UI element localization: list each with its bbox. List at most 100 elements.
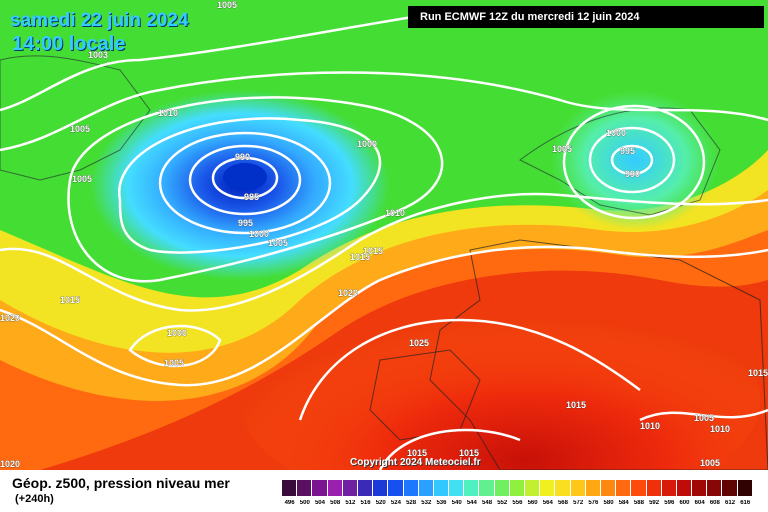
legend-bar: Géop. z500, pression niveau mer (+240h) … xyxy=(0,470,768,512)
isobar-label: 1000 xyxy=(249,229,269,239)
scale-swatch xyxy=(555,480,571,496)
legend-subtitle: (+240h) xyxy=(15,493,54,505)
isobar-label: 1005 xyxy=(70,124,90,134)
isobar-label: 1005 xyxy=(72,174,92,184)
pressure-labels: 1005 1003 1010 1005 1005 990 985 995 100… xyxy=(0,0,768,469)
scale-tick: 612 xyxy=(725,500,736,506)
scale-swatch xyxy=(464,480,480,496)
isobar-label: 995 xyxy=(620,146,635,156)
scale-tick: 532 xyxy=(421,500,432,506)
scale-swatch xyxy=(540,480,556,496)
isobar-label: 1000 xyxy=(357,139,377,149)
isobar-label: 1015 xyxy=(363,246,383,256)
scale-tick: 508 xyxy=(330,500,341,506)
scale-swatch xyxy=(327,480,343,496)
forecast-time: 14:00 locale xyxy=(12,33,126,55)
scale-tick: 520 xyxy=(375,500,386,506)
scale-tick: 524 xyxy=(390,500,401,506)
scale-tick: 536 xyxy=(436,500,447,506)
scale-swatch xyxy=(616,480,632,496)
scale-swatch xyxy=(722,480,738,496)
scale-swatch xyxy=(646,480,662,496)
forecast-date: samedi 22 juin 2024 xyxy=(10,10,189,31)
scale-tick: 584 xyxy=(618,500,629,506)
scale-tick: 500 xyxy=(299,500,310,506)
isobar-label: 995 xyxy=(238,218,253,228)
scale-swatch xyxy=(479,480,495,496)
scale-swatch xyxy=(418,480,434,496)
model-run-label: Run ECMWF 12Z du mercredi 12 juin 2024 xyxy=(408,6,764,28)
scale-swatch xyxy=(297,480,313,496)
isobar-label: 1020 xyxy=(0,313,20,323)
scale-tick: 504 xyxy=(314,500,325,506)
scale-swatch xyxy=(342,480,358,496)
isobar-label: 1015 xyxy=(459,448,479,458)
isobar-label: 1015 xyxy=(748,368,768,378)
low-center xyxy=(223,163,267,191)
scale-tick: 512 xyxy=(345,500,356,506)
isobar-label: 985 xyxy=(244,192,259,202)
color-scale-ticks: 496 500 504 508 512 516 520 524 528 532 536 540 544 5… xyxy=(282,500,753,506)
scale-swatch xyxy=(403,480,419,496)
scale-swatch xyxy=(509,480,525,496)
scale-tick: 544 xyxy=(466,500,477,506)
isobar-label: 1010 xyxy=(158,108,178,118)
scale-swatch xyxy=(282,480,298,496)
scale-tick: 572 xyxy=(573,500,584,506)
scale-swatch xyxy=(661,480,677,496)
scale-swatch xyxy=(570,480,586,496)
scale-swatch xyxy=(312,480,328,496)
heat-core xyxy=(240,280,760,470)
isobars xyxy=(0,8,768,470)
scale-tick: 588 xyxy=(633,500,644,506)
secondary-low-area xyxy=(550,90,720,230)
scale-tick: 496 xyxy=(284,500,295,506)
legend-title: Géop. z500, pression niveau mer xyxy=(12,475,230,491)
scale-swatch xyxy=(494,480,510,496)
isobar-label: 1010 xyxy=(710,424,730,434)
scale-tick: 540 xyxy=(451,500,462,506)
scale-tick: 616 xyxy=(740,500,751,506)
scale-tick: 568 xyxy=(557,500,568,506)
scale-tick: 560 xyxy=(527,500,538,506)
color-scale xyxy=(282,480,753,496)
scale-swatch xyxy=(357,480,374,496)
isobar-label: 1015 xyxy=(60,295,80,305)
isobar-label: 1010 xyxy=(640,421,660,431)
scale-swatch xyxy=(449,480,465,496)
scale-tick: 552 xyxy=(497,500,508,506)
isobar-label: 1005 xyxy=(268,238,288,248)
isobar-label: 1020 xyxy=(338,288,358,298)
isobar-label: 1025 xyxy=(409,338,429,348)
scale-swatch xyxy=(525,480,541,496)
isobar-label: 990 xyxy=(235,152,250,162)
scale-tick: 592 xyxy=(649,500,660,506)
isobar-label: 1005 xyxy=(217,0,237,10)
scale-tick: 516 xyxy=(360,500,371,506)
scale-tick: 600 xyxy=(679,500,690,506)
scale-tick: 548 xyxy=(482,500,493,506)
scale-tick: 528 xyxy=(406,500,417,506)
scale-swatch xyxy=(631,480,647,496)
coastline-greenland xyxy=(0,55,151,181)
scale-swatch xyxy=(676,480,693,496)
scale-swatch xyxy=(585,480,601,496)
scale-tick: 596 xyxy=(664,500,675,506)
isobar-label: 1020 xyxy=(0,459,20,469)
isobar-label: 1005 xyxy=(694,413,714,423)
scale-tick: 564 xyxy=(542,500,553,506)
scale-tick: 556 xyxy=(512,500,523,506)
scale-swatch xyxy=(600,480,617,496)
weather-map: 1005 1003 1010 1005 1005 990 985 995 100… xyxy=(0,0,768,470)
isobar-label: 1010 xyxy=(385,208,405,218)
scale-tick: 580 xyxy=(603,500,614,506)
isobar-label: 1005 xyxy=(164,358,184,368)
scale-swatch xyxy=(692,480,708,496)
isobar-label: 1005 xyxy=(552,144,572,154)
scale-swatch xyxy=(707,480,723,496)
isobar-label: 1015 xyxy=(350,252,370,262)
scale-swatch xyxy=(388,480,404,496)
scale-tick: 604 xyxy=(694,500,705,506)
copyright: Copyright 2024 Meteociel.fr xyxy=(350,457,481,468)
isobar-label: 1003 xyxy=(88,50,108,60)
